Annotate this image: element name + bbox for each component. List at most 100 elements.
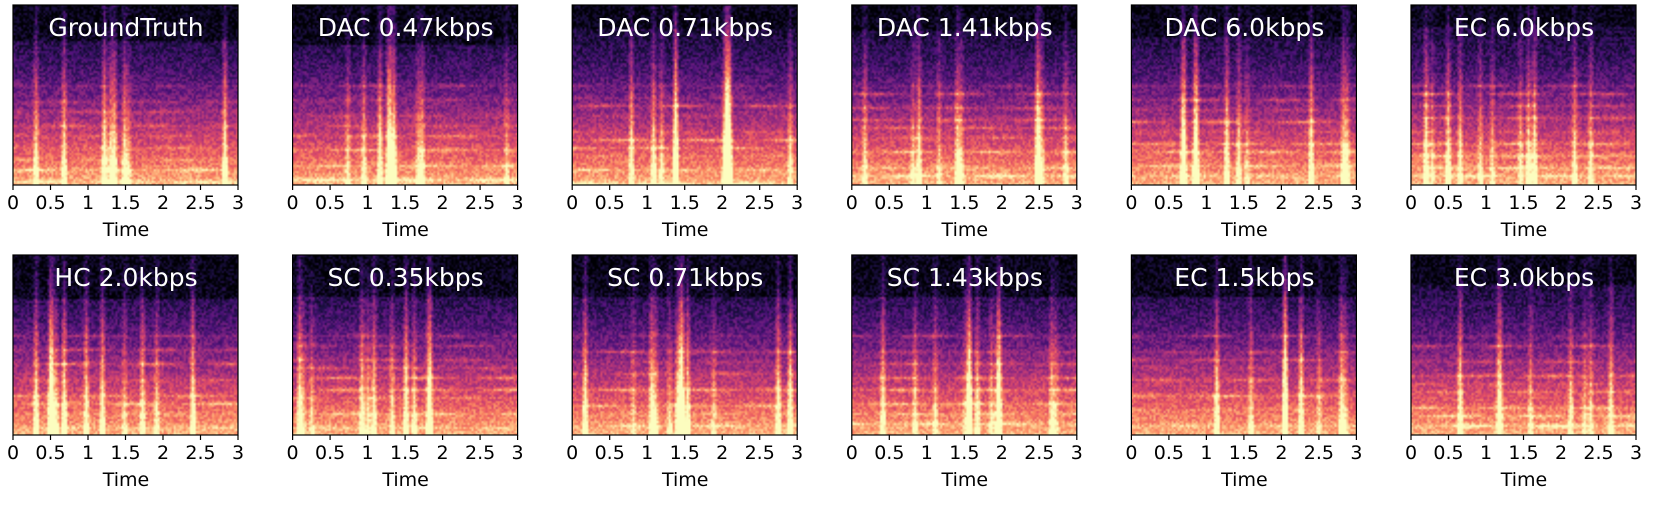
x-tick-label: 2.5: [1024, 192, 1054, 214]
x-tick-label: 2: [1275, 192, 1287, 214]
x-tick-label: 1.5: [110, 192, 140, 214]
x-tick-label: 2: [157, 442, 169, 464]
x-tick-label: 3: [1071, 442, 1083, 464]
x-tick-label: 3: [512, 442, 524, 464]
spectrogram-panel: DAC 0.71kbps 0 0.5 1 1.5 2 2.5 3 Time: [566, 4, 803, 241]
panel-title: DAC 0.71kbps: [597, 13, 773, 42]
x-tick-label: 2.5: [1304, 192, 1334, 214]
x-tick-label: 1: [921, 192, 933, 214]
x-tick-label: 1: [921, 442, 933, 464]
x-tick-label: 0: [7, 192, 19, 214]
x-axis-label: Time: [102, 469, 150, 491]
x-tick-label: 2.5: [185, 442, 215, 464]
x-axis-label: Time: [102, 219, 150, 241]
x-tick-label: 2: [996, 192, 1008, 214]
x-tick-label: 0: [287, 192, 299, 214]
x-tick-label: 2.5: [1304, 442, 1334, 464]
x-tick-label: 1.5: [670, 192, 700, 214]
x-tick-label: 1: [82, 442, 94, 464]
x-tick-label: 2: [996, 442, 1008, 464]
panel-title: EC 1.5kbps: [1174, 263, 1314, 292]
x-tick-label: 1.5: [390, 442, 420, 464]
x-tick-label: 2.5: [745, 192, 775, 214]
x-tick-label: 1: [82, 192, 94, 214]
x-tick-label: 1: [641, 192, 653, 214]
x-tick-label: 0: [1125, 442, 1137, 464]
spectrogram-panel: DAC 0.47kbps 0 0.5 1 1.5 2 2.5 3 Time: [287, 4, 524, 241]
panel-title: EC 3.0kbps: [1454, 263, 1594, 292]
spectrogram-panel: GroundTruth 0 0.5 1 1.5 2 2.5 3 Time: [7, 4, 244, 241]
spectrogram-panel: SC 1.43kbps 0 0.5 1 1.5 2 2.5 3 Time: [846, 254, 1083, 491]
panel-title: HC 2.0kbps: [54, 263, 197, 292]
x-tick-label: 3: [1630, 442, 1642, 464]
spectrogram-image: [1131, 255, 1357, 435]
x-tick-label: 1: [1480, 192, 1492, 214]
x-axis-label: Time: [381, 219, 429, 241]
x-tick-label: 3: [1350, 442, 1362, 464]
panel-title: DAC 0.47kbps: [318, 13, 494, 42]
x-tick-label: 2: [437, 442, 449, 464]
panel-title: DAC 6.0kbps: [1164, 13, 1324, 42]
panel-title: DAC 1.41kbps: [877, 13, 1053, 42]
x-tick-label: 3: [512, 192, 524, 214]
x-tick-label: 0.5: [35, 192, 65, 214]
x-tick-label: 1.5: [110, 442, 140, 464]
spectrogram-image: [851, 5, 1077, 185]
x-tick-label: 2: [1555, 192, 1567, 214]
x-tick-label: 0.5: [315, 442, 345, 464]
spectrogram-panel: EC 3.0kbps 0 0.5 1 1.5 2 2.5 3 Time: [1405, 254, 1642, 491]
x-tick-label: 1.5: [390, 192, 420, 214]
x-tick-label: 2.5: [1583, 192, 1613, 214]
spectrogram-panel: SC 0.35kbps 0 0.5 1 1.5 2 2.5 3 Time: [287, 254, 524, 491]
x-tick-label: 2: [1555, 442, 1567, 464]
x-tick-label: 0.5: [595, 442, 625, 464]
x-tick-label: 0.5: [874, 192, 904, 214]
x-tick-label: 0: [566, 442, 578, 464]
x-tick-label: 2.5: [745, 442, 775, 464]
panel-title: EC 6.0kbps: [1454, 13, 1594, 42]
x-tick-label: 0.5: [315, 192, 345, 214]
panel-title: SC 0.71kbps: [607, 263, 763, 292]
x-tick-label: 0.5: [1433, 192, 1463, 214]
x-tick-label: 1: [1200, 192, 1212, 214]
spectrogram-image: [1131, 5, 1357, 185]
x-tick-label: 0: [1405, 192, 1417, 214]
spectrogram-image: [1411, 255, 1636, 435]
x-tick-label: 1: [1200, 442, 1212, 464]
x-axis-label: Time: [1220, 219, 1268, 241]
x-tick-label: 0.5: [1154, 442, 1184, 464]
spectrogram-panel: DAC 1.41kbps 0 0.5 1 1.5 2 2.5 3 Time: [846, 4, 1083, 241]
x-tick-label: 0: [846, 442, 858, 464]
x-tick-label: 0.5: [874, 442, 904, 464]
x-tick-label: 2.5: [465, 442, 495, 464]
x-tick-label: 3: [232, 442, 244, 464]
x-tick-label: 1: [362, 192, 374, 214]
x-tick-label: 1: [641, 442, 653, 464]
x-tick-label: 2: [716, 192, 728, 214]
x-tick-label: 0: [1125, 192, 1137, 214]
spectrogram-image: [292, 255, 518, 435]
panel-title: SC 1.43kbps: [887, 263, 1043, 292]
x-tick-label: 0: [846, 192, 858, 214]
spectrogram-panel: EC 6.0kbps 0 0.5 1 1.5 2 2.5 3 Time: [1405, 4, 1642, 241]
x-tick-label: 2: [1275, 442, 1287, 464]
x-tick-label: 0: [566, 192, 578, 214]
x-tick-label: 2: [157, 192, 169, 214]
x-tick-label: 1.5: [949, 442, 979, 464]
x-tick-label: 0: [1405, 442, 1417, 464]
x-tick-label: 0.5: [1433, 442, 1463, 464]
spectrogram-panel: DAC 6.0kbps 0 0.5 1 1.5 2 2.5 3 Time: [1125, 4, 1362, 241]
x-tick-label: 2.5: [185, 192, 215, 214]
x-tick-label: 0.5: [35, 442, 65, 464]
x-tick-label: 0.5: [595, 192, 625, 214]
spectrogram-image: [572, 5, 798, 185]
spectrogram-panel: HC 2.0kbps 0 0.5 1 1.5 2 2.5 3 Time: [7, 254, 244, 491]
x-tick-label: 1.5: [1229, 442, 1259, 464]
spectrogram-panel: EC 1.5kbps 0 0.5 1 1.5 2 2.5 3 Time: [1125, 254, 1362, 491]
x-tick-label: 3: [1071, 192, 1083, 214]
x-tick-label: 3: [791, 442, 803, 464]
panel-title: SC 0.35kbps: [328, 263, 484, 292]
x-tick-label: 1.5: [949, 192, 979, 214]
panel-title: GroundTruth: [48, 13, 203, 42]
